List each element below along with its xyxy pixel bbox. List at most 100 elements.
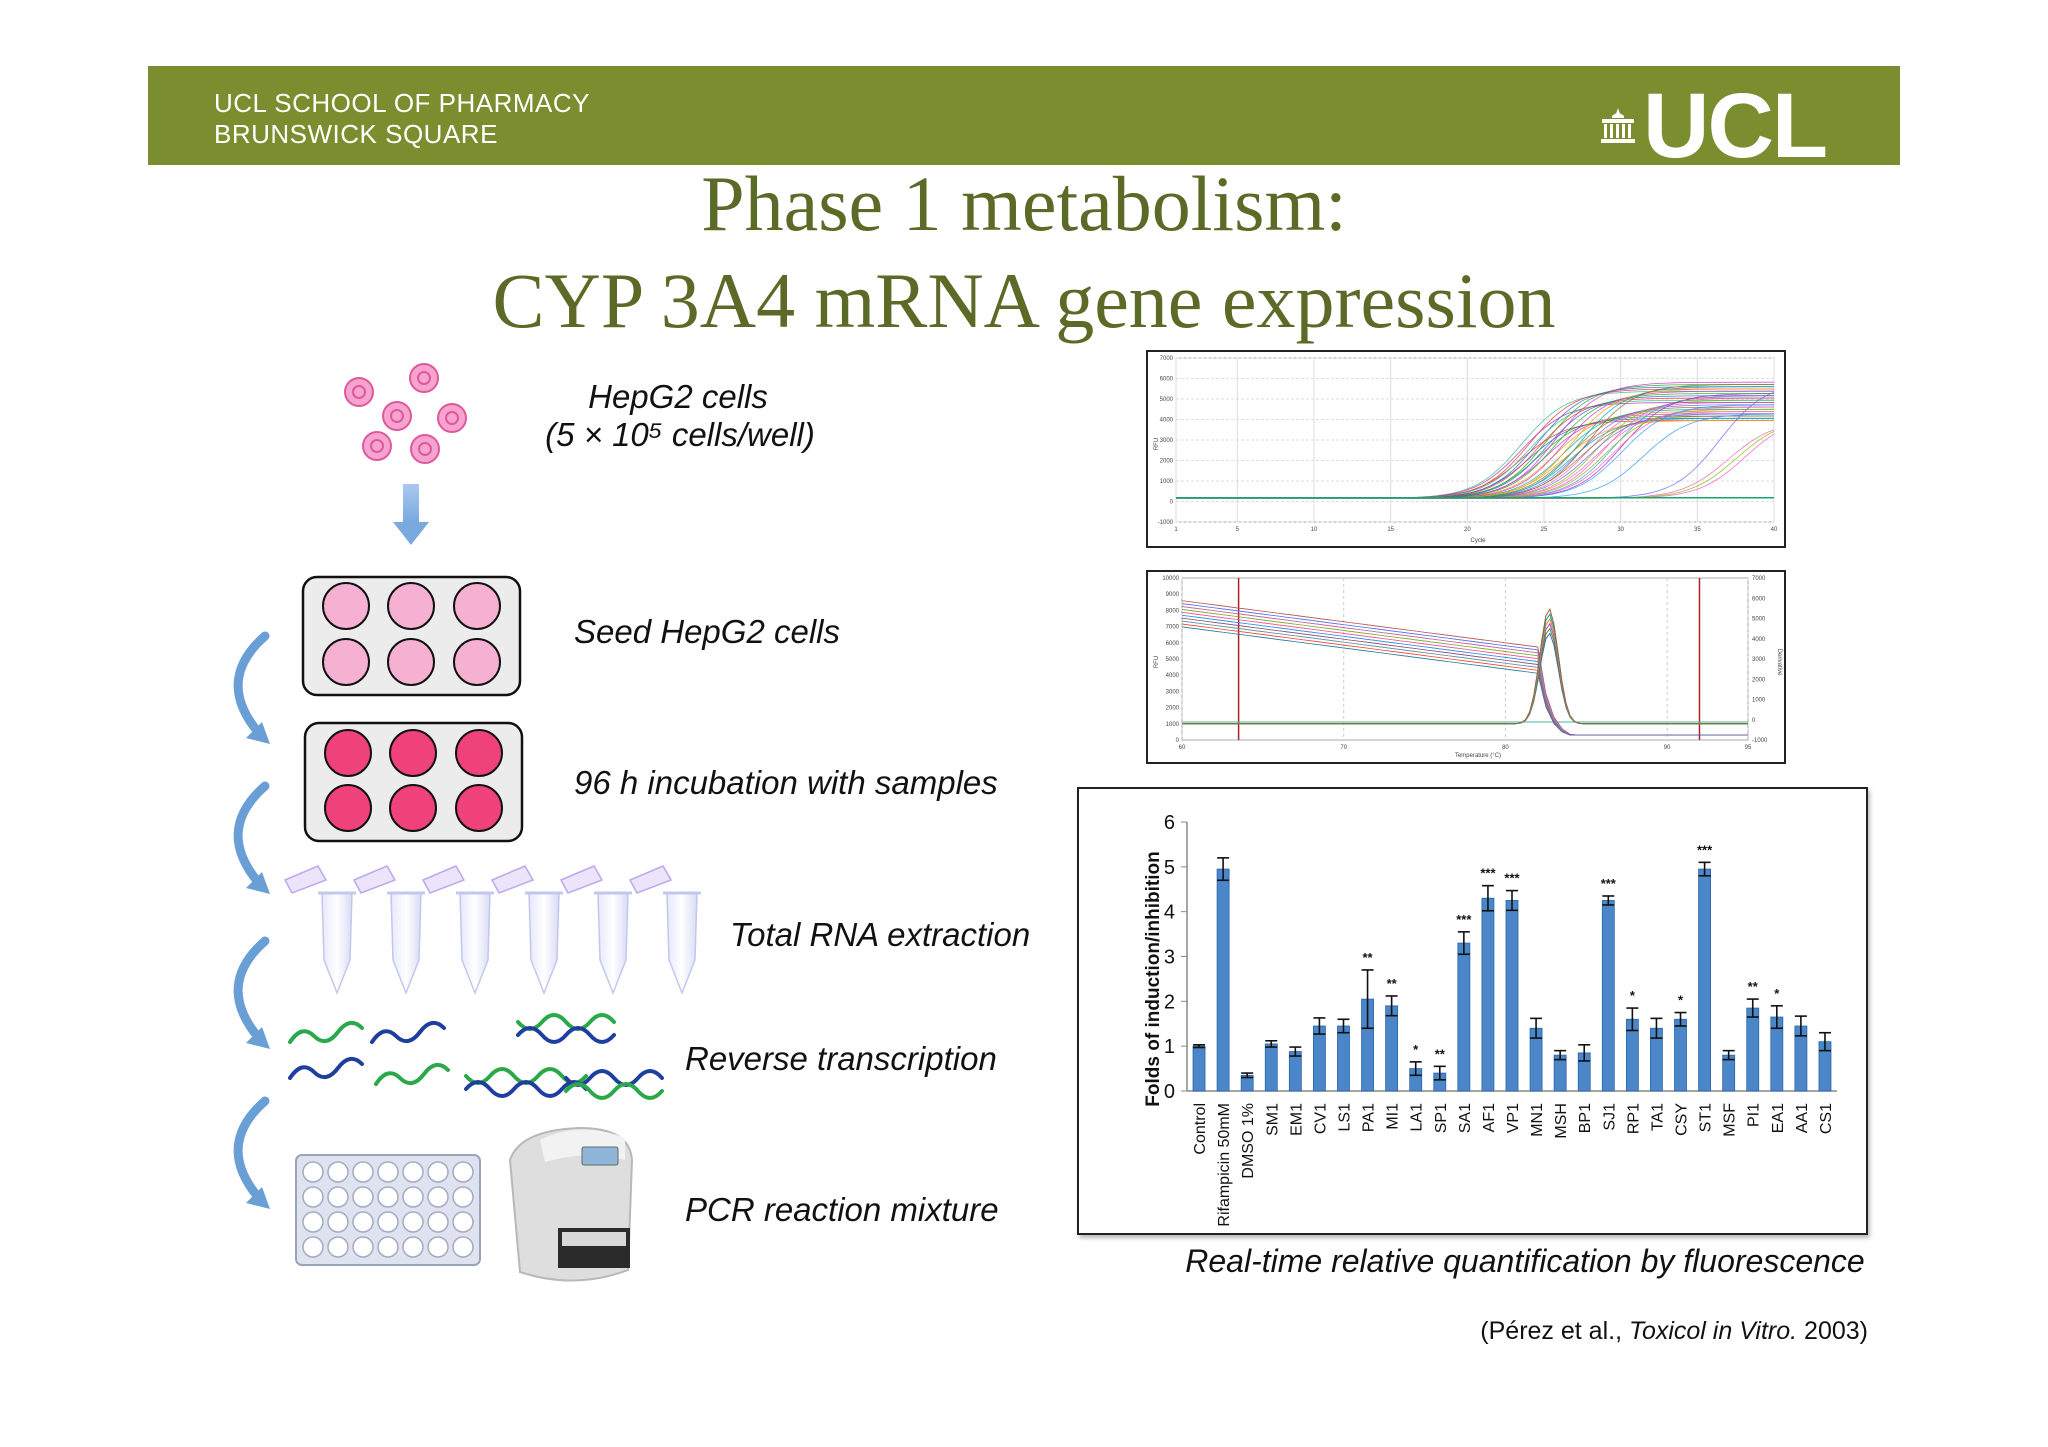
melt-y-tick: 2000	[1166, 706, 1180, 712]
amp-x-label: Cycle	[1470, 538, 1486, 544]
melt-y2-tick: 1000	[1752, 698, 1766, 704]
label-reverse-transcription: Reverse transcription	[685, 1040, 997, 1077]
significance-label: *	[1630, 988, 1636, 1003]
melt-y2-tick: 7000	[1752, 576, 1766, 582]
bar-y-tick-label: 6	[1164, 812, 1175, 834]
amp-y-tick: 3000	[1160, 438, 1174, 444]
bar-msh	[1553, 1054, 1567, 1092]
bar-control	[1192, 1045, 1206, 1092]
amp-x-tick: 35	[1694, 527, 1701, 533]
bar-msf	[1722, 1054, 1736, 1092]
amp-x-tick: 40	[1771, 527, 1778, 533]
category-label: SA1	[1457, 1103, 1474, 1133]
melt-y-tick: 10000	[1162, 576, 1179, 582]
category-label: VP1	[1505, 1103, 1522, 1133]
category-label: Rifampicin 50mM	[1216, 1103, 1233, 1227]
category-label: SP1	[1433, 1103, 1450, 1133]
ucl-logo: UCL	[1598, 80, 1848, 172]
curved-arrows	[238, 631, 270, 1209]
melt-y-tick: 1000	[1166, 722, 1180, 728]
category-label: MN1	[1529, 1103, 1546, 1137]
bar-em1	[1288, 1051, 1302, 1092]
bar-st1	[1698, 868, 1712, 1092]
amp-y-tick: 5000	[1160, 397, 1174, 403]
category-label: BP1	[1577, 1103, 1594, 1133]
melt-y2-tick: -1000	[1752, 738, 1768, 744]
amp-y-tick: 6000	[1160, 377, 1174, 383]
bar-y-tick-label: 3	[1164, 947, 1175, 969]
melt-y-tick: 7000	[1166, 625, 1180, 631]
well-plate-dark-icon	[303, 721, 524, 843]
category-label: EM1	[1288, 1103, 1305, 1136]
melt-x-label: Temperature (°C)	[1455, 753, 1501, 759]
microtubes-icon	[283, 864, 703, 996]
category-label: PI1	[1746, 1103, 1763, 1127]
category-label: DMSO 1%	[1240, 1103, 1257, 1179]
melt-y-tick: 8000	[1166, 608, 1180, 614]
ucl-logo-text: UCL	[1643, 75, 1828, 177]
melt-x-tick: 90	[1664, 745, 1671, 751]
label-pcr-mixture: PCR reaction mixture	[685, 1191, 999, 1228]
category-label: EA1	[1770, 1103, 1787, 1133]
significance-label: *	[1678, 993, 1684, 1008]
amp-x-tick: 20	[1464, 527, 1471, 533]
melt-y-tick: 6000	[1166, 641, 1180, 647]
pcr-machine-icon	[508, 1126, 634, 1282]
dna-helix-icon	[464, 1013, 664, 1100]
page-title-line2: CYP 3A4 mRNA gene expression	[492, 257, 1556, 344]
melt-y-tick: 3000	[1166, 689, 1180, 695]
bar-csy	[1674, 1018, 1687, 1092]
melt-frame	[1181, 577, 1749, 741]
amp-x-tick: 5	[1236, 527, 1240, 533]
bar-chart-y-label: Folds of induction/inhibition	[1143, 851, 1164, 1106]
bar-ls1	[1337, 1025, 1350, 1092]
melt-curve-plot: 1000090008000700060005000400030002000100…	[1154, 576, 1782, 759]
amp-x-tick: 25	[1541, 527, 1548, 533]
bar-sa1	[1457, 942, 1471, 1092]
melt-curve	[1181, 626, 1748, 736]
melt-y2-tick: 2000	[1752, 677, 1766, 683]
melt-y-tick: 5000	[1166, 657, 1180, 663]
bar-af1	[1481, 897, 1495, 1092]
label-incubation: 96 h incubation with samples	[574, 764, 998, 801]
pcr-plate-icon	[295, 1154, 481, 1266]
melt-derivative-curve	[1182, 608, 1748, 725]
significance-label: **	[1435, 1046, 1446, 1061]
category-label: SJ1	[1601, 1103, 1618, 1131]
melt-y2-tick: 5000	[1752, 617, 1766, 623]
amp-y-tick: 4000	[1160, 418, 1174, 424]
category-label: TA1	[1649, 1103, 1666, 1131]
significance-label: **	[1748, 979, 1759, 994]
citation-prefix: (Pérez et al.,	[1480, 1317, 1629, 1345]
category-label: RP1	[1625, 1103, 1642, 1134]
workflow-illustrations	[200, 363, 703, 1282]
page-title-line1: Phase 1 metabolism:	[701, 160, 1347, 247]
amp-x-tick: 30	[1617, 527, 1624, 533]
melt-y-tick: 0	[1176, 738, 1180, 744]
melt-curve-panel: 10000 9000 8000 7000 6000 5000 4000 3000 2000 100…	[1146, 570, 1786, 764]
melt-y2-tick: 4000	[1752, 637, 1766, 643]
bar-vp1	[1505, 900, 1519, 1092]
melt-y2-tick: 6000	[1752, 596, 1766, 602]
bar-sm1	[1264, 1043, 1278, 1092]
amp-y-tick: -1000	[1158, 520, 1174, 526]
label-hepg2-cells: HepG2 cells	[588, 378, 768, 415]
bar-pi1	[1746, 1007, 1760, 1092]
melt-y-tick: 4000	[1166, 673, 1180, 679]
amp-x-tick: 10	[1311, 527, 1318, 533]
amp-y-tick: 7000	[1160, 356, 1174, 362]
amplification-plot-panel: 7000 6000 5000 4000 3000 2000 1000 0 -1000 1 5 10 1…	[1146, 350, 1786, 548]
header-school-name: UCL SCHOOL OF PHARMACY	[214, 88, 591, 118]
bar-rifampicin-50mm	[1216, 868, 1230, 1092]
bar-cv1	[1312, 1025, 1326, 1092]
label-rna-extraction: Total RNA extraction	[730, 916, 1031, 953]
bar-y-tick-label: 4	[1164, 902, 1175, 924]
category-label: MSF	[1722, 1103, 1739, 1137]
amp-x-tick: 15	[1387, 527, 1394, 533]
amp-y-tick: 0	[1170, 500, 1174, 506]
bar-mi1	[1385, 1005, 1399, 1092]
melt-x-tick: 60	[1179, 745, 1186, 751]
